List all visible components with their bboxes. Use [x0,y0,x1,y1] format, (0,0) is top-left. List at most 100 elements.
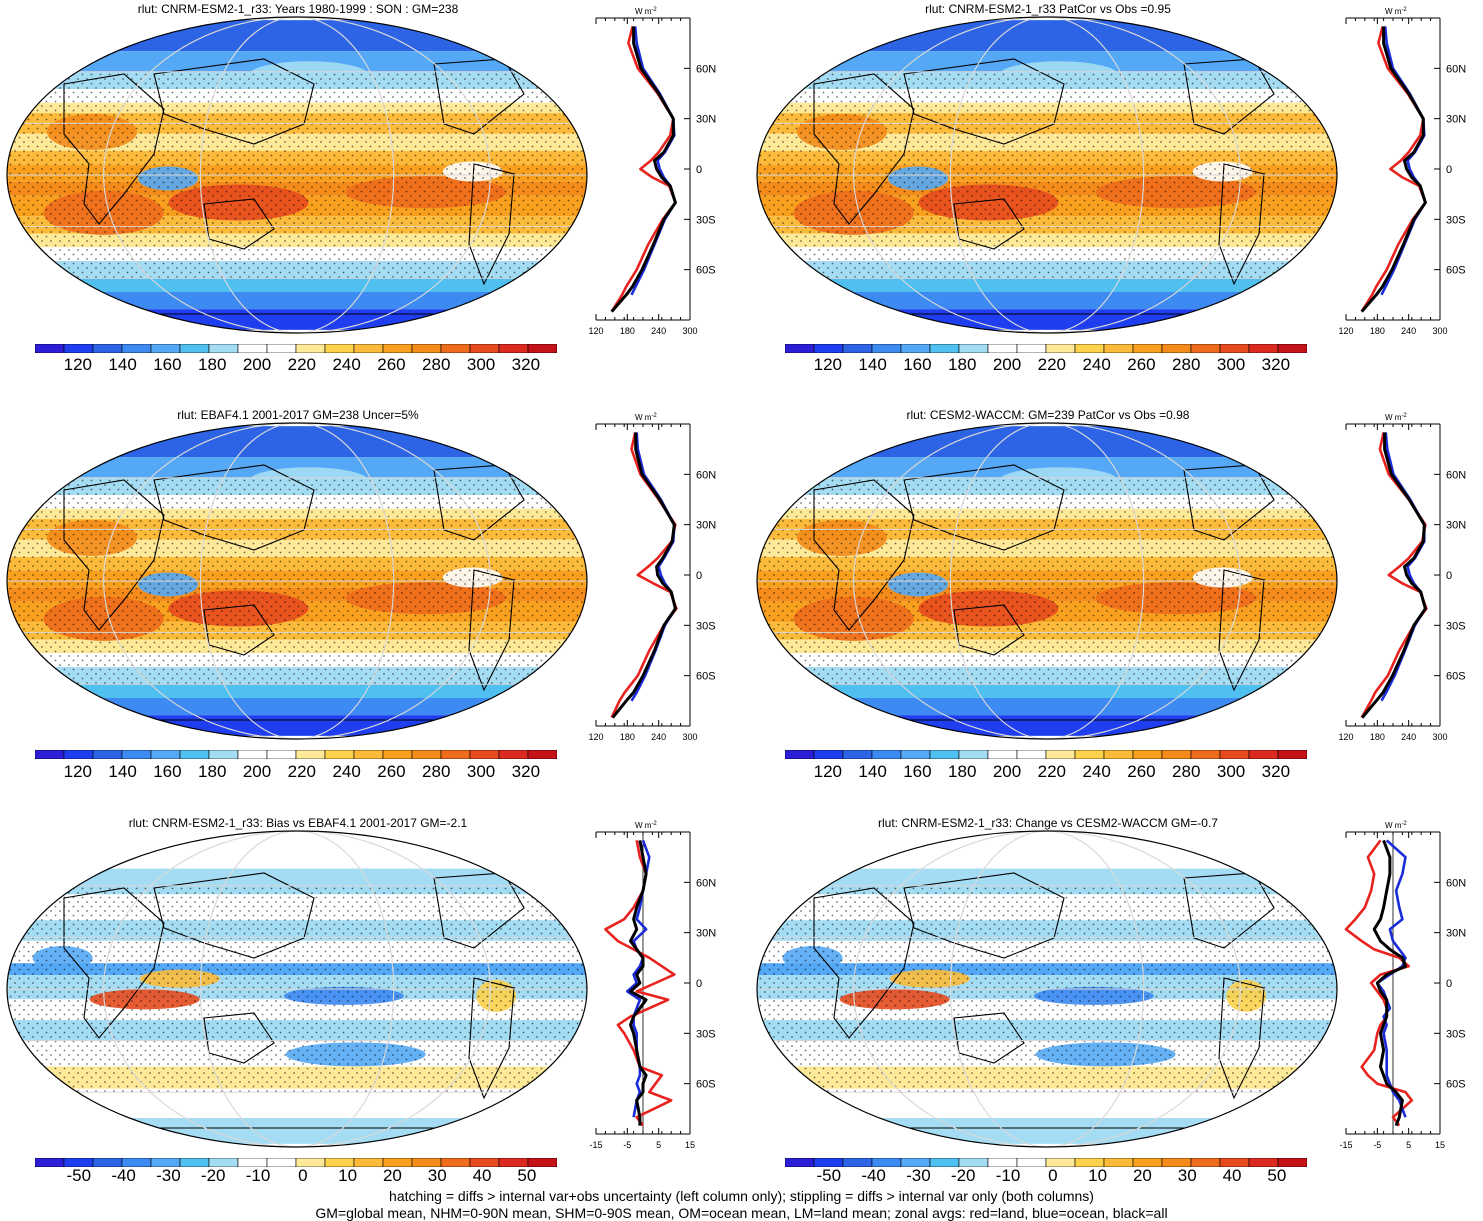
zonal-x-tick-label: 180 [620,326,635,336]
colorbar-tick-label: 140 [858,762,887,781]
coastline [953,1012,1025,1064]
colorbar-swatch [1016,749,1047,760]
panel-title: rlut: CNRM-ESM2-1_r33: Bias vs EBAF4.1 2… [128,816,468,830]
colorbar-tick-label: 180 [198,762,227,781]
colorbar-swatch [34,343,65,354]
ocean-profile-line [630,432,677,702]
colorbar-swatch [1103,749,1134,760]
zonal-x-tick-label: 120 [588,326,603,336]
colorbar-tick-label: 30 [1177,1166,1197,1185]
coastline [953,604,1025,656]
colorbar-swatch [1277,749,1308,760]
map-field-band [757,1118,1337,1144]
coastline [468,569,515,692]
colorbar-tick-label: 320 [1261,762,1291,781]
colorbar-tick-label: 320 [1261,355,1291,374]
coastline [153,872,315,959]
map-field-band [757,697,1337,716]
colorbar-tick-label: -20 [950,1166,976,1185]
colorbar-tick-label: 160 [903,355,932,374]
latitude-label: 60N [696,877,716,889]
panel-title: rlut: CNRM-ESM2-1_r33 PatCor vs Obs =0.9… [925,2,1171,16]
zonal-x-tick-label: 300 [682,326,697,336]
latitude-label: 30S [696,214,716,226]
colorbar-swatch [1016,1157,1047,1168]
colorbar-tick-label: 10 [1088,1166,1108,1185]
colorbar-tick-label: 180 [948,762,977,781]
map-field-band [7,715,587,736]
zonal-x-tick-label: 15 [685,1140,695,1150]
latitude-label: 30N [696,928,716,940]
zonal-x-tick-label: 5 [656,1140,661,1150]
longitude-line [103,17,491,333]
longitude-line [949,423,1145,739]
colorbar-swatch [929,749,960,760]
colorbar-tick-label: 260 [377,762,406,781]
latitude-label: 30N [1446,520,1466,532]
colorbar-tick-label: 50 [517,1166,537,1185]
global-map [4,828,590,1150]
global-map [4,420,590,742]
latitude-label: 0 [1446,164,1452,176]
coastline [433,58,525,135]
latitude-label: 30S [696,620,716,632]
colorbar-swatch [929,343,960,354]
zonal-x-tick-label: -5 [623,1140,631,1150]
zonal-x-tick-label: 240 [651,326,666,336]
colorbar-tick-label: -10 [245,1166,271,1185]
colorbar-tick-label: 240 [332,762,361,781]
colorbar-swatch [295,749,326,760]
latitude-label: 0 [696,570,702,582]
longitude-line [949,17,1145,333]
colorbar-swatch [150,343,181,354]
coastline [1183,58,1275,135]
colorbar-swatch [63,343,94,354]
colorbar-tick-label: 120 [813,762,842,781]
unit-label: W m-2 [635,413,657,422]
colorbar-swatch [469,343,500,354]
latitude-label: 0 [696,978,702,990]
all-profile-line [1372,839,1407,1127]
zonal-x-tick-label: 180 [620,732,635,742]
map-field-band [7,51,587,72]
zonal-average-plot: W m-2 120 180 240 300 60N 30N 0 30S 60S [1338,410,1472,742]
zonal-x-tick-label: 120 [1338,732,1353,742]
all-profile-line [629,840,648,1126]
colorbar-swatch [1132,749,1163,760]
latitude-label: 30N [1446,114,1466,126]
colorbar-swatch [150,749,181,760]
colorbar-swatch [34,1157,65,1168]
latitude-label: 30S [1446,214,1466,226]
coastline [1218,977,1265,1100]
colorbar-tick-label: 10 [338,1166,358,1185]
zonal-average-plot: W m-2 -15 -5 5 15 60N 30N 0 30S 60S [589,818,722,1150]
colorbar-tick-label: 140 [858,355,887,374]
colorbar-tick-label: 280 [1172,355,1201,374]
colorbar-swatch [440,749,471,760]
colorbar-tick-label: 120 [63,762,92,781]
colorbar-swatch [34,749,65,760]
colorbar [784,340,1308,358]
global-map [754,420,1340,742]
footer-note-hatching: hatching = diffs > internal var+obs unce… [389,1188,1094,1204]
colorbar-swatch [527,749,558,760]
colorbar-swatch [813,343,844,354]
colorbar-swatch [987,749,1018,760]
map-outline [6,16,588,334]
colorbar-tick-label: 260 [1127,355,1156,374]
latitude-label: 30N [696,520,716,532]
latitude-label: 60N [696,469,716,481]
zonal-x-tick-label: 300 [1432,732,1447,742]
colorbar-swatch [237,749,268,760]
colorbar-tick-label: 0 [1048,1166,1058,1185]
colorbar-swatch [958,343,989,354]
latitude-label: 60S [1446,671,1466,683]
colorbar-swatch [1190,343,1221,354]
all-profile-line [610,26,677,313]
colorbar-swatch [411,343,442,354]
colorbar-swatch [1045,343,1076,354]
coastline [63,887,165,1039]
map-field-band [7,1088,587,1119]
colorbar-tick-label: -40 [111,1166,136,1185]
coastline [813,73,915,225]
